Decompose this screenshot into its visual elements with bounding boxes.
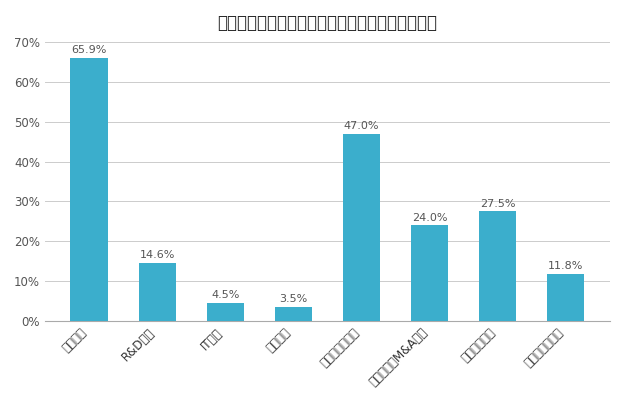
Text: 24.0%: 24.0%	[412, 212, 447, 222]
Bar	[343, 133, 380, 321]
Text: 11.8%: 11.8%	[548, 261, 583, 271]
Text: 27.5%: 27.5%	[480, 199, 515, 209]
Text: 4.5%: 4.5%	[211, 291, 240, 300]
Bar	[479, 212, 516, 321]
Bar	[275, 307, 312, 321]
Text: 14.6%: 14.6%	[140, 250, 175, 260]
Text: 65.9%: 65.9%	[72, 46, 107, 55]
Bar	[207, 303, 244, 321]
Text: 3.5%: 3.5%	[280, 294, 308, 304]
Bar	[71, 58, 108, 321]
Title: 政策の不確実性の影響が大きい経営上の意思決定: 政策の不確実性の影響が大きい経営上の意思決定	[217, 14, 437, 32]
Bar	[139, 263, 176, 321]
Text: 47.0%: 47.0%	[344, 121, 379, 131]
Bar	[411, 225, 448, 321]
Bar	[547, 274, 585, 321]
